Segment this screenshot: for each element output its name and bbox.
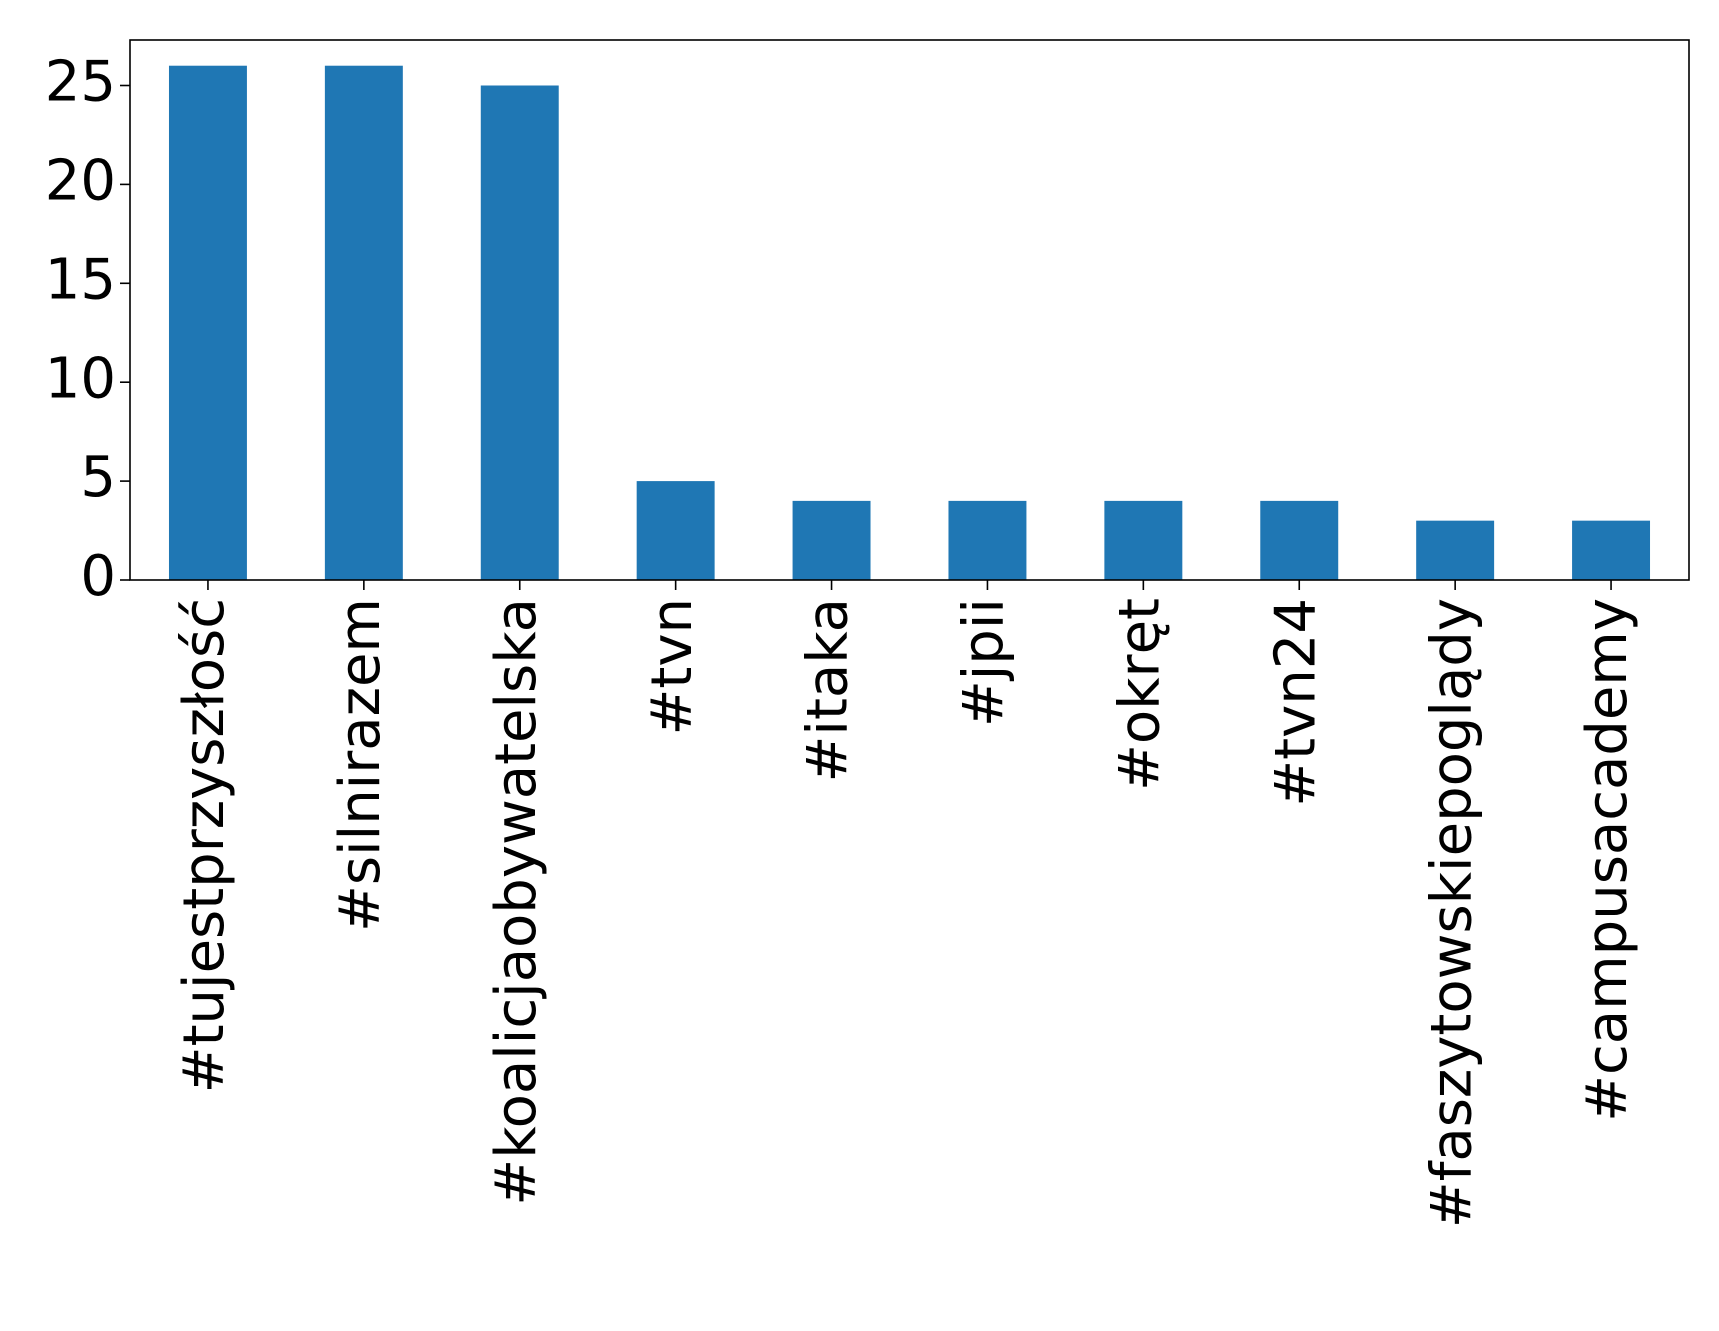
y-tick-label: 20 — [45, 149, 116, 214]
bar — [1104, 500, 1183, 580]
bar — [324, 65, 403, 580]
bar — [636, 481, 715, 580]
x-tick-label: #koalicjaobywatelska — [484, 598, 549, 1206]
y-tick-label: 25 — [45, 50, 116, 115]
x-tick-label: #silnirazem — [328, 598, 393, 932]
x-tick-label: #campusacademy — [1575, 598, 1640, 1122]
bar — [168, 65, 247, 580]
bar — [792, 500, 871, 580]
x-tick-label: #itaka — [796, 598, 861, 783]
bar — [1572, 520, 1651, 580]
y-tick-label: 15 — [45, 247, 116, 312]
x-tick-label: #jpii — [952, 598, 1017, 727]
bar — [1260, 500, 1339, 580]
bar — [480, 85, 559, 580]
y-tick-label: 5 — [80, 445, 116, 510]
x-tick-label: #tvn — [640, 598, 705, 736]
x-tick-label: #faszytowskiepoglądy — [1419, 598, 1484, 1228]
x-tick-label: #tujestprzyszłość — [172, 598, 237, 1093]
x-tick-label: #tvn24 — [1263, 598, 1328, 807]
plot-frame — [129, 39, 1690, 581]
bar — [948, 500, 1027, 580]
bars-group — [168, 65, 1651, 580]
x-axis: #tujestprzyszłość #silnirazem #koalicjaoby… — [172, 580, 1640, 1228]
y-tick-label: 10 — [45, 346, 116, 411]
bar — [1416, 520, 1495, 580]
y-axis: 0 5 10 15 20 25 — [45, 50, 130, 609]
x-tick-label: #okręt — [1107, 598, 1172, 791]
y-tick-label: 0 — [80, 544, 116, 609]
